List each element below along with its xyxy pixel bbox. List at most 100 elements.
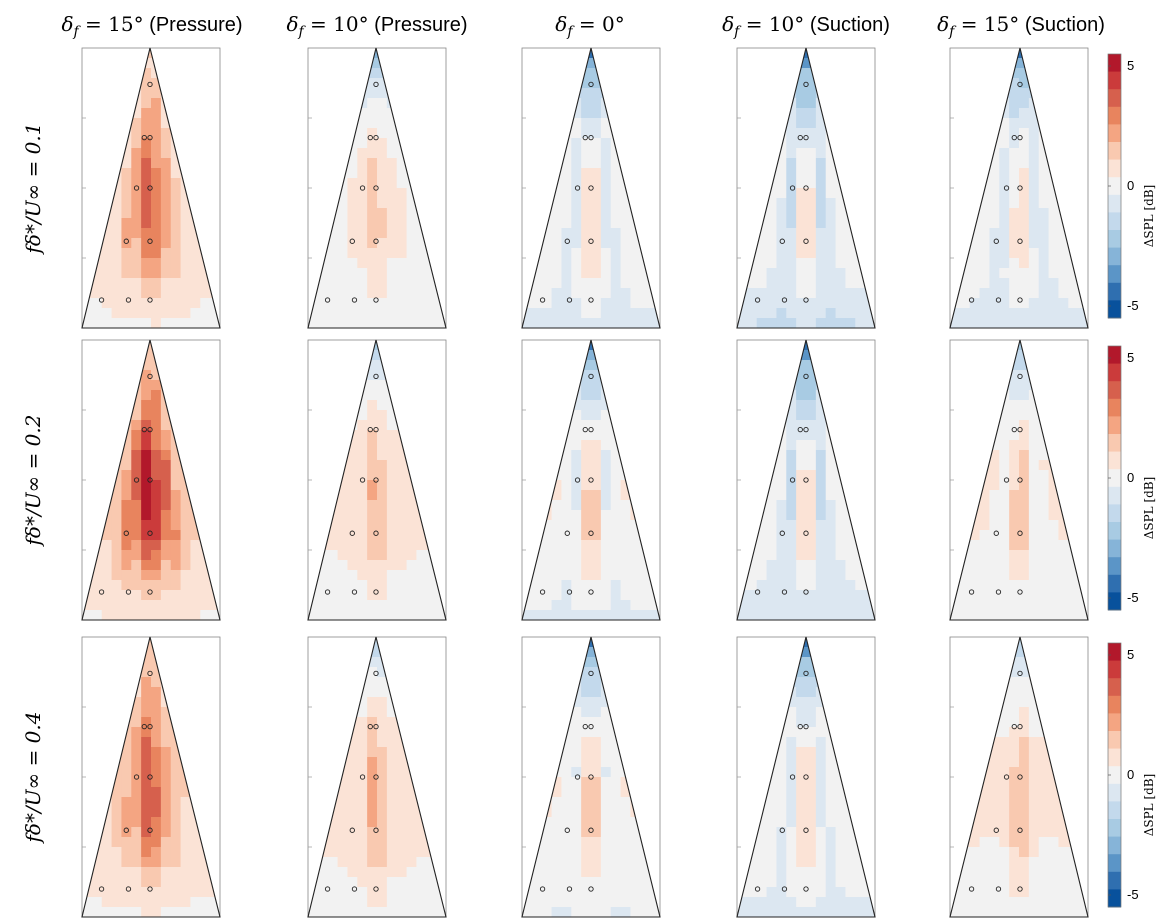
contour-cell	[91, 570, 103, 581]
contour-cell	[141, 707, 152, 718]
contour-cell	[121, 450, 132, 461]
contour-cell	[1028, 430, 1040, 441]
contour-cell	[91, 857, 103, 868]
contour-cell	[151, 460, 162, 471]
contour-cell	[1058, 530, 1069, 541]
contour-cell	[347, 510, 358, 521]
contour-cell	[111, 188, 123, 199]
contour-cell	[815, 400, 827, 411]
contour-cell	[815, 218, 827, 229]
sensor-marker	[588, 530, 594, 536]
contour-cell	[396, 460, 408, 471]
contour-cell	[91, 268, 103, 279]
contour-cell	[416, 907, 427, 917]
sensor-marker	[803, 81, 809, 88]
contour-cell	[796, 88, 807, 99]
contour-cell	[151, 380, 162, 391]
contour-cell	[131, 530, 142, 541]
contour-cell	[1019, 248, 1030, 259]
contour-cell	[999, 460, 1010, 471]
contour-cell	[815, 208, 827, 219]
contour-cell	[377, 817, 388, 828]
contour-cell	[591, 570, 602, 581]
contour-cell	[1009, 158, 1020, 169]
contour-cell	[1078, 318, 1088, 328]
contour-cell	[347, 228, 358, 239]
contour-cell	[160, 218, 172, 229]
contour-cell	[786, 278, 797, 289]
contour-cell	[610, 470, 622, 481]
contour-cell	[1009, 188, 1020, 199]
contour-cell	[561, 298, 572, 309]
contour-cell	[1038, 600, 1050, 611]
contour-cell	[600, 510, 612, 521]
contour-cell	[1058, 248, 1069, 259]
contour-cell	[1028, 208, 1040, 219]
contour-cell	[357, 288, 368, 299]
contour-cell	[160, 158, 172, 169]
contour-cell	[396, 747, 408, 758]
contour-cell	[131, 158, 142, 169]
contour-cell	[377, 797, 388, 808]
contour-cell	[111, 877, 123, 888]
contour-cell	[367, 777, 378, 788]
contour-cell	[141, 470, 152, 481]
contour-cell	[815, 500, 827, 511]
contour-cell	[111, 867, 123, 878]
contour-cell	[796, 258, 807, 269]
contour-cell	[835, 198, 847, 209]
contour-cell	[581, 228, 592, 239]
contour-cell	[337, 228, 349, 239]
contour-cell	[835, 560, 847, 571]
contour-cell	[1019, 88, 1030, 99]
contour-cell	[806, 128, 817, 139]
contour-cell	[815, 228, 827, 239]
sensor-marker	[1017, 238, 1023, 244]
contour-cell	[337, 867, 349, 878]
contour-cell	[377, 490, 388, 501]
contour-cell	[426, 887, 437, 898]
contour-cell	[111, 520, 123, 531]
contour-cell	[436, 897, 446, 908]
contour-cell	[1019, 500, 1030, 511]
contour-cell	[746, 560, 758, 571]
contour-cell	[317, 877, 329, 888]
contour-cell	[979, 298, 991, 309]
contour-cell	[151, 188, 162, 199]
contour-cell	[190, 540, 201, 551]
contour-cell	[111, 907, 123, 917]
contour-cell	[101, 228, 113, 239]
contour-cell	[367, 560, 378, 571]
contour-cell	[581, 258, 592, 269]
contour-cell	[367, 68, 378, 79]
contour-cell	[776, 278, 787, 289]
contour-cell	[581, 168, 592, 179]
sensor-marker	[968, 589, 975, 595]
contour-cell	[131, 737, 142, 748]
contour-cell	[111, 797, 123, 808]
contour-cell	[756, 288, 768, 299]
contour-cell	[571, 108, 582, 119]
contour-cell	[386, 600, 398, 611]
contour-cell	[756, 268, 768, 279]
contour-cell	[151, 687, 162, 698]
contour-cell	[151, 208, 162, 219]
contour-cell	[121, 318, 132, 328]
sensor-marker	[141, 723, 147, 730]
contour-cell	[806, 490, 817, 501]
contour-cell	[999, 188, 1010, 199]
contour-cell	[190, 867, 201, 878]
contour-cell	[600, 288, 612, 299]
sensor-marker	[1017, 81, 1023, 88]
contour-cell	[1009, 108, 1020, 119]
contour-cell	[999, 580, 1010, 591]
contour-cell	[806, 380, 817, 391]
contour-cell	[845, 610, 856, 620]
contour-cell	[796, 238, 807, 249]
contour-cell	[600, 440, 612, 451]
contour-cell	[561, 480, 572, 491]
contour-cell	[786, 128, 797, 139]
contour-cell	[386, 268, 398, 279]
contour-cell	[845, 298, 856, 309]
contour-cell	[317, 857, 329, 868]
